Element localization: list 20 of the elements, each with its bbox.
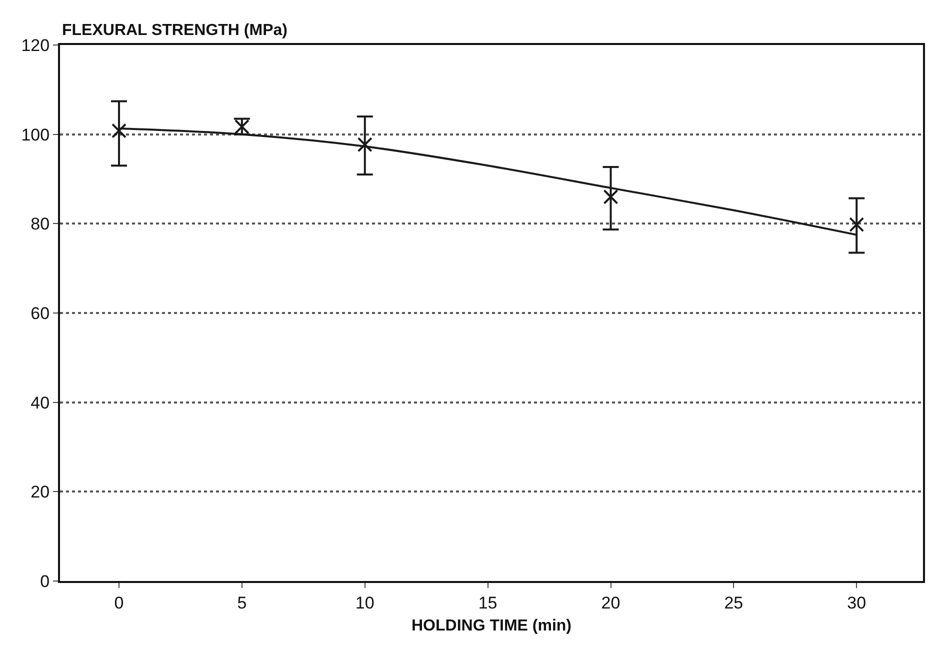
- y-tick-label: 100: [21, 125, 50, 144]
- y-tick-label: 80: [30, 214, 50, 234]
- x-tick-label: 5: [237, 593, 247, 612]
- y-axis-title: FLEXURAL STRENGTH (MPa): [62, 22, 288, 39]
- x-axis-title: HOLDING TIME (min): [412, 618, 572, 635]
- y-tick-label: 20: [30, 482, 50, 502]
- point: [603, 189, 618, 204]
- point: [112, 123, 127, 138]
- point: [357, 137, 372, 152]
- x-tick-label: 20: [601, 593, 620, 612]
- y-tick-label: 40: [30, 393, 50, 412]
- y-tick-label: 0: [40, 572, 50, 591]
- x-tick-label: 25: [724, 593, 744, 612]
- x-tick-label: 15: [478, 593, 498, 612]
- point: [849, 217, 864, 232]
- x-tick-label: 0: [114, 593, 124, 612]
- x-tick-label: 10: [355, 593, 374, 612]
- y-tick-label: 60: [30, 304, 50, 323]
- x-tick-label: 30: [847, 593, 866, 612]
- y-tick-label: 120: [21, 36, 50, 55]
